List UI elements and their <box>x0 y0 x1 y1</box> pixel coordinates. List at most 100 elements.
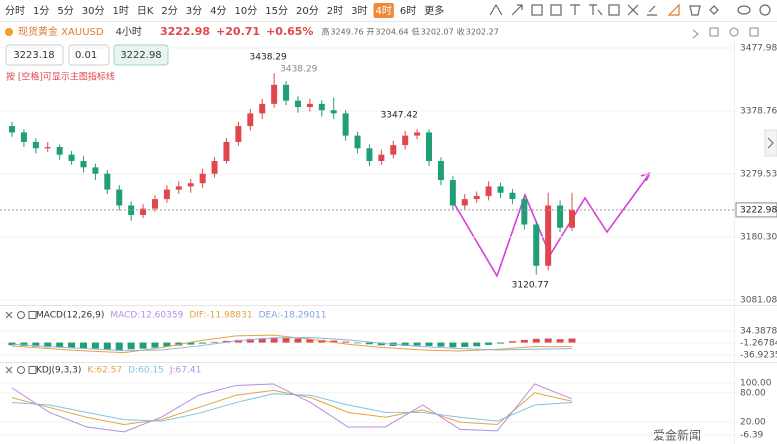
candle-body <box>545 205 552 266</box>
j-value: J:67.41 <box>169 366 201 376</box>
macd-bar <box>234 339 242 343</box>
period: 4小时 <box>116 26 142 38</box>
icon[interactable] <box>692 29 699 39</box>
icon <box>589 4 603 16</box>
macd-bar <box>449 342 457 348</box>
macd-bar <box>377 342 385 346</box>
timeframe[interactable]: 2时 <box>327 5 343 17</box>
macd-bar <box>115 342 123 350</box>
timeframe[interactable]: 更多 <box>424 4 444 17</box>
timeframe[interactable]: 30分 <box>82 5 105 17</box>
candle-body <box>116 189 123 206</box>
candle-body <box>92 167 99 174</box>
kdj-title: KDJ(9,3,3) <box>36 366 81 376</box>
y-tick-label: 3180.30 <box>740 233 777 243</box>
row-icons <box>692 27 759 39</box>
k-line <box>11 389 573 426</box>
icon[interactable] <box>689 5 701 16</box>
timeframe[interactable]: 6时 <box>400 5 416 17</box>
timeframe[interactable]: 4时 <box>376 5 392 17</box>
macd-bar <box>211 341 219 343</box>
macd-bar <box>544 338 552 343</box>
timeframe[interactable]: 5分 <box>57 5 73 17</box>
macd-bar <box>32 342 40 347</box>
macd-bar <box>437 342 445 347</box>
candle-body <box>402 135 409 146</box>
y-tick-label: 80.00 <box>740 388 766 398</box>
macd-bar <box>532 338 540 343</box>
macd-bar <box>342 341 350 343</box>
pane-control[interactable] <box>28 311 37 319</box>
candle-body <box>235 126 242 142</box>
timeframe[interactable]: 分时 <box>5 5 25 17</box>
timeframe-selected <box>373 3 394 18</box>
macd-title: MACD(12,26,9) <box>36 311 104 321</box>
timeframe[interactable]: 20分 <box>296 5 319 17</box>
buy-box[interactable] <box>113 44 169 66</box>
buy-price: 3222.98 <box>120 50 161 61</box>
candle-body <box>485 186 492 196</box>
dea-line <box>11 337 573 352</box>
ohlc-value: 3202.07 <box>421 28 454 37</box>
macd-value: MACD:12.60359 <box>110 311 183 321</box>
candle-body <box>223 141 230 162</box>
pane-control[interactable] <box>28 366 37 374</box>
y-tick-label: 34.38784 <box>740 327 777 337</box>
pane-control[interactable] <box>5 311 13 319</box>
side-tab-arrow <box>767 137 774 149</box>
timeframe[interactable]: 3分 <box>186 5 202 17</box>
icon <box>489 3 503 16</box>
icon[interactable] <box>749 27 759 37</box>
candle-body <box>104 173 111 190</box>
candle-body <box>461 199 468 206</box>
macd-bar <box>68 342 76 348</box>
icon[interactable] <box>709 27 719 37</box>
candle-body <box>187 183 194 187</box>
timeframe[interactable]: 15分 <box>265 5 288 17</box>
macd-bar <box>103 342 111 350</box>
lot-size: 0.01 <box>75 50 97 61</box>
candle-body <box>271 84 278 104</box>
y-tick-label: -6.39 <box>740 431 764 441</box>
timeframe[interactable]: 日K <box>137 6 154 17</box>
macd-bar <box>520 339 528 343</box>
ohlc-value: 3202.27 <box>466 28 499 37</box>
sell-box[interactable] <box>5 44 64 66</box>
icon[interactable] <box>667 3 680 16</box>
timeframe[interactable]: 1时 <box>112 5 128 17</box>
candle-body <box>414 132 421 136</box>
timeframe[interactable]: 1分 <box>33 5 49 17</box>
price-annotation: 3438.29 <box>250 53 287 63</box>
hint: 按 [空格]可显示主图指标线 <box>6 71 115 83</box>
ohlc-label: 低 <box>412 27 420 37</box>
candle-body <box>426 132 433 162</box>
icon[interactable] <box>737 5 751 15</box>
price-annotation: 3438.29 <box>280 65 317 75</box>
macd-bar <box>258 338 266 343</box>
candle-body <box>497 186 504 193</box>
ohlc-label: 开 <box>367 28 375 37</box>
lot-box[interactable] <box>68 44 110 66</box>
timeframe[interactable]: 2分 <box>161 5 177 17</box>
macd-bar <box>401 342 409 346</box>
pane-control[interactable] <box>17 366 25 374</box>
macd-bar <box>413 342 421 346</box>
timeframe[interactable]: 4分 <box>210 5 226 17</box>
forecast-path <box>454 172 651 278</box>
icon[interactable] <box>759 4 771 16</box>
icon[interactable] <box>729 27 739 37</box>
pane-control[interactable] <box>5 366 13 374</box>
y-tick-label: 3279.53 <box>740 170 777 180</box>
pane-control[interactable] <box>17 311 25 319</box>
macd-bar <box>127 342 135 350</box>
side-tab[interactable] <box>764 129 777 157</box>
timeframe[interactable]: 10分 <box>235 5 258 17</box>
y-tick-label: -1.26784 <box>740 339 777 349</box>
icon[interactable] <box>709 5 719 15</box>
y-tick-label: 3378.76 <box>740 106 777 116</box>
candle-body <box>283 84 290 101</box>
macd-bar <box>270 337 278 343</box>
timeframe[interactable]: 3时 <box>351 5 367 17</box>
candle-body <box>68 154 75 162</box>
icon <box>627 4 639 16</box>
